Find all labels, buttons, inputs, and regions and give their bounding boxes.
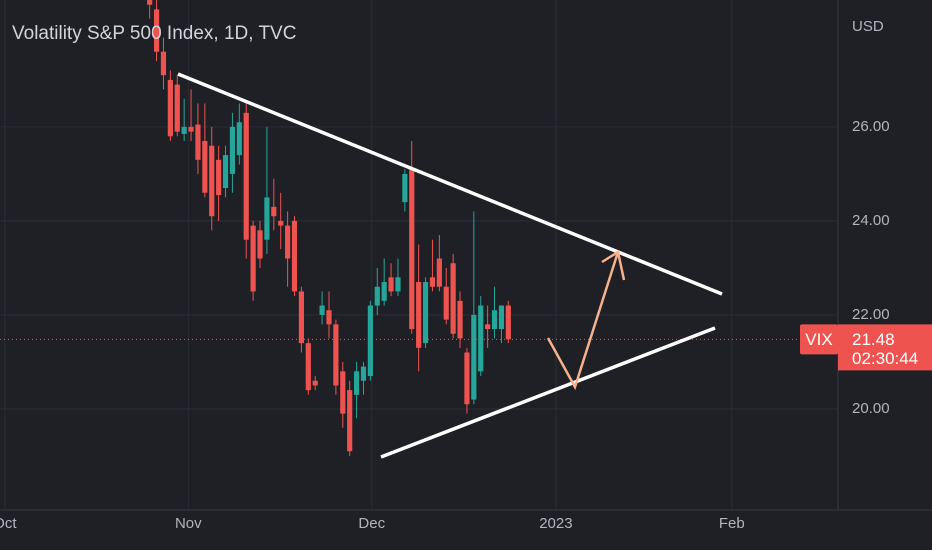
candle-body <box>195 124 201 160</box>
candle-body <box>353 371 360 395</box>
candle-body <box>298 291 304 344</box>
candle-body <box>209 145 215 217</box>
candle-body <box>271 206 277 217</box>
candle-body <box>319 305 325 315</box>
candle-body <box>395 277 401 292</box>
candle-body <box>360 366 367 381</box>
candle-body <box>236 122 242 156</box>
candle-body <box>153 9 160 52</box>
trend-line-upper <box>177 72 723 296</box>
candle-body <box>167 79 173 137</box>
candle-body <box>374 286 380 306</box>
symbol-badge <box>800 324 838 355</box>
y-tick-label: 24.00 <box>852 212 890 229</box>
candle-body <box>181 126 187 134</box>
candle-body <box>450 263 456 334</box>
candle-body <box>443 286 449 320</box>
x-tick-label: Nov <box>175 515 202 532</box>
x-tick-label: Dec <box>358 515 385 532</box>
candle-body <box>402 173 408 203</box>
candle-body <box>312 380 318 386</box>
candle-body <box>243 112 249 240</box>
candle-body <box>471 314 477 400</box>
candle-body <box>202 141 208 193</box>
axes: 20.00 22.00 24.00 26.00 Oct Nov Dec 2023 Feb VIX 2… <box>0 118 932 532</box>
candle-body <box>257 230 263 259</box>
candle-body <box>485 324 491 330</box>
trend-line-lower <box>380 326 716 459</box>
last-price-label: 21.48 <box>852 330 895 349</box>
candle-body <box>381 282 387 301</box>
candle-body <box>436 258 442 287</box>
candle-body <box>347 390 353 452</box>
candle-body <box>422 282 429 344</box>
candle-body <box>278 220 284 226</box>
candle-body <box>264 197 270 240</box>
y-tick-label: 26.00 <box>852 118 890 135</box>
symbol-label: VIX <box>805 330 832 349</box>
candle-body <box>491 310 498 330</box>
candle-body <box>188 126 194 132</box>
candle-body <box>340 371 346 414</box>
candle-body <box>326 310 332 325</box>
price-badge <box>838 324 932 371</box>
projection-arrow <box>546 251 620 391</box>
candle-body <box>505 305 511 340</box>
candles <box>0 0 838 456</box>
y-tick-label: 20.00 <box>852 400 890 417</box>
chart-title: Volatility S&P 500 Index, 1D, TVC <box>12 23 296 44</box>
candle-body <box>250 225 256 292</box>
candle-body <box>464 352 470 405</box>
countdown-label: 02:30:44 <box>852 349 918 368</box>
candle-body <box>305 343 311 391</box>
x-tick-label: 2023 <box>539 515 572 532</box>
y-tick-label: 22.00 <box>852 306 890 323</box>
candle-body <box>388 277 394 292</box>
grid <box>0 0 838 510</box>
candle-body <box>367 305 373 377</box>
candle-body <box>229 126 236 174</box>
arrow-head <box>601 249 626 281</box>
candle-body <box>147 0 153 5</box>
candle-body <box>291 220 298 292</box>
candle-body <box>429 277 436 287</box>
candle-body <box>498 305 505 330</box>
candle-body <box>457 300 463 339</box>
currency-label: USD <box>852 18 884 35</box>
candle-body <box>222 155 229 189</box>
candle-body <box>216 159 222 196</box>
candle-body <box>416 282 422 348</box>
candle-body <box>285 225 291 259</box>
candle-body <box>174 84 180 132</box>
candle-body <box>409 169 415 330</box>
x-tick-label: Feb <box>719 515 745 532</box>
candle-body <box>478 305 484 372</box>
candle-body <box>333 324 339 386</box>
candle-body <box>160 51 167 76</box>
x-tick-label: Oct <box>0 515 17 532</box>
